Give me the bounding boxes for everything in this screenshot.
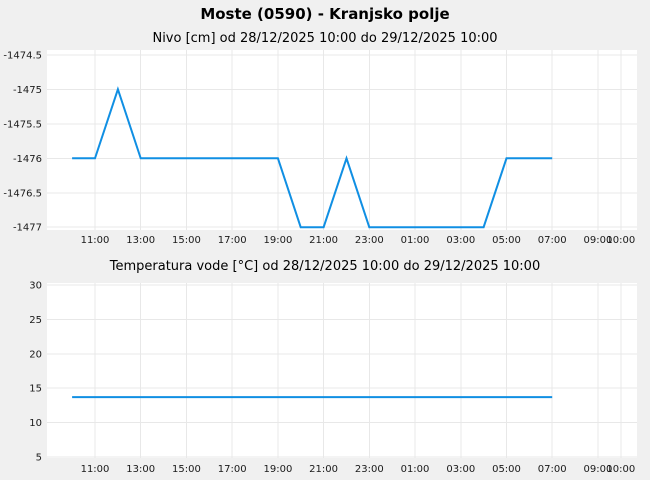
x-tick-label: 11:00	[81, 464, 110, 475]
x-tick-label: 10:00	[606, 464, 635, 475]
x-tick-label: 15:00	[172, 235, 201, 246]
x-tick-label: 07:00	[538, 235, 567, 246]
temperature-chart: 30 25 20 15 10 5 11:00 13:00 15:00 17:00 19:00 21:0…	[29, 281, 637, 475]
x-tick-label: 05:00	[492, 464, 521, 475]
x-tick-label: 09:00	[583, 464, 612, 475]
level-chart-subtitle: Nivo [cm] od 28/12/2025 10:00 do 29/12/2…	[152, 31, 498, 46]
y-tick-label: -1475	[13, 85, 42, 96]
y-tick-label: 15	[29, 384, 42, 395]
level-chart: -1474.5 -1475 -1475.5 -1476 -1476.5 -1477 11:0…	[3, 50, 637, 246]
y-tick-label: 25	[29, 315, 42, 326]
x-tick-label: 03:00	[446, 235, 475, 246]
x-tick-label: 13:00	[126, 464, 155, 475]
x-tick-label: 15:00	[172, 464, 201, 475]
y-tick-label: 20	[29, 349, 42, 360]
x-tick-label: 01:00	[401, 235, 430, 246]
y-tick-label: 5	[36, 453, 42, 464]
x-tick-label: 19:00	[263, 464, 292, 475]
temperature-chart-subtitle: Temperatura vode [°C] od 28/12/2025 10:0…	[109, 259, 541, 274]
x-tick-label: 03:00	[446, 464, 475, 475]
x-tick-label: 05:00	[492, 235, 521, 246]
y-tick-label: -1476	[13, 154, 42, 165]
x-tick-label: 11:00	[81, 235, 110, 246]
page-title: Moste (0590) - Kranjsko polje	[200, 5, 450, 23]
x-tick-label: 17:00	[218, 235, 247, 246]
plot-area	[47, 50, 637, 230]
plot-area	[47, 283, 637, 458]
x-tick-label: 10:00	[606, 235, 635, 246]
x-tick-label: 23:00	[355, 464, 384, 475]
y-tick-label: -1477	[13, 223, 42, 234]
y-tick-label: -1475.5	[3, 119, 42, 130]
y-tick-label: 10	[29, 418, 42, 429]
x-tick-label: 19:00	[263, 235, 292, 246]
x-tick-label: 01:00	[401, 464, 430, 475]
y-tick-label: 30	[29, 281, 42, 292]
y-tick-label: -1474.5	[3, 50, 42, 61]
x-tick-label: 17:00	[218, 464, 247, 475]
data-series-line	[72, 86, 553, 229]
x-tick-label: 09:00	[583, 235, 612, 246]
x-tick-label: 07:00	[538, 464, 567, 475]
x-tick-label: 13:00	[126, 235, 155, 246]
x-tick-label: 21:00	[309, 235, 338, 246]
x-tick-label: 21:00	[309, 464, 338, 475]
x-tick-label: 23:00	[355, 235, 384, 246]
y-tick-label: -1476.5	[3, 188, 42, 199]
